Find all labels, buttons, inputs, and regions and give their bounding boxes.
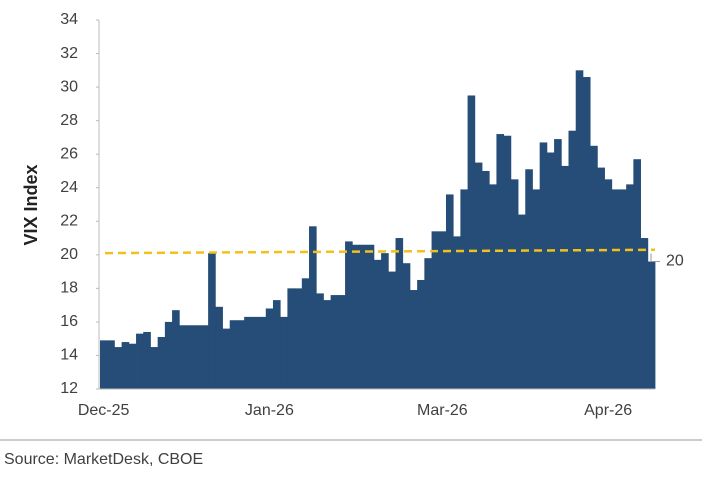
bar (128, 343, 137, 389)
bar (352, 244, 360, 389)
y-axis-label: VIX Index (21, 164, 41, 245)
bar (445, 194, 454, 389)
bar (136, 333, 144, 389)
bar (316, 293, 324, 389)
bar (575, 70, 584, 390)
bar (510, 179, 519, 389)
y-tick-label: 14 (60, 347, 78, 364)
bar (539, 142, 548, 389)
y-tick-label: 26 (60, 145, 78, 162)
bar (438, 231, 447, 389)
bar (208, 253, 216, 389)
x-tick-label: Jan-26 (245, 402, 294, 419)
bar (309, 226, 317, 389)
bar (287, 288, 296, 389)
bar (402, 263, 411, 389)
bar (424, 258, 432, 389)
bar (301, 278, 310, 389)
bar (179, 325, 187, 389)
y-tick-label: 24 (60, 179, 78, 196)
bar (236, 320, 245, 389)
bar (626, 184, 634, 389)
bar (265, 308, 274, 389)
bar (222, 328, 231, 389)
bar (388, 271, 396, 389)
bar (395, 238, 404, 389)
bar (417, 279, 425, 389)
bar (114, 347, 123, 389)
y-tick-label: 18 (60, 280, 78, 297)
bar (482, 170, 490, 389)
bar (525, 169, 533, 389)
bar (611, 189, 620, 389)
bar (373, 259, 382, 389)
bar (597, 167, 605, 389)
bar (157, 337, 166, 389)
bar (164, 321, 173, 389)
y-tick-label: 34 (60, 11, 78, 28)
bar (366, 244, 375, 389)
bar (337, 295, 346, 389)
bar (409, 290, 418, 389)
bar (467, 95, 476, 390)
bar (121, 342, 130, 389)
bar (618, 189, 627, 389)
bar (546, 152, 555, 389)
y-tick-label: 32 (60, 45, 78, 62)
y-tick-label: 16 (60, 313, 78, 330)
bar (345, 241, 353, 389)
x-tick-label: Dec-25 (78, 402, 130, 419)
bar (150, 347, 159, 389)
bar (460, 189, 468, 389)
label-leader (650, 253, 660, 263)
bar (381, 253, 389, 389)
bar (330, 295, 339, 389)
bar (280, 316, 288, 389)
y-tick-label: 30 (60, 78, 78, 95)
bar (453, 236, 461, 389)
last-value-label: 20 (666, 253, 684, 270)
bar (272, 300, 281, 389)
bar (590, 145, 598, 389)
bar (647, 261, 656, 389)
bar (193, 325, 202, 389)
bar (518, 214, 526, 389)
bar (229, 320, 238, 389)
bar (604, 179, 613, 389)
y-tick-label: 12 (60, 380, 78, 397)
y-tick-label: 22 (60, 212, 78, 229)
x-tick-label: Apr-26 (584, 402, 632, 419)
bar (532, 189, 541, 389)
bar (503, 135, 512, 389)
bar (582, 77, 591, 389)
x-tick-label: Mar-26 (417, 402, 468, 419)
bar (294, 288, 303, 389)
bar (554, 139, 562, 389)
bar (431, 231, 440, 389)
bar (323, 300, 332, 389)
bar (489, 184, 497, 389)
bar (107, 340, 115, 389)
bar (244, 316, 252, 389)
bar (186, 325, 195, 389)
bar (568, 130, 577, 389)
bar (640, 238, 649, 389)
bar (561, 165, 569, 389)
bar (258, 316, 267, 389)
trend-line (104, 248, 656, 255)
y-tick-label: 20 (60, 246, 78, 263)
bar (215, 306, 223, 389)
bar (100, 340, 108, 389)
bar (359, 244, 368, 389)
bar (633, 159, 641, 389)
bar (496, 134, 505, 389)
bar (172, 310, 180, 389)
bar (143, 331, 151, 389)
bar (251, 316, 259, 389)
source: Source: MarketDesk, CBOE (4, 451, 203, 468)
bar (200, 325, 209, 389)
bar (474, 162, 483, 389)
y-tick-label: 28 (60, 112, 78, 129)
